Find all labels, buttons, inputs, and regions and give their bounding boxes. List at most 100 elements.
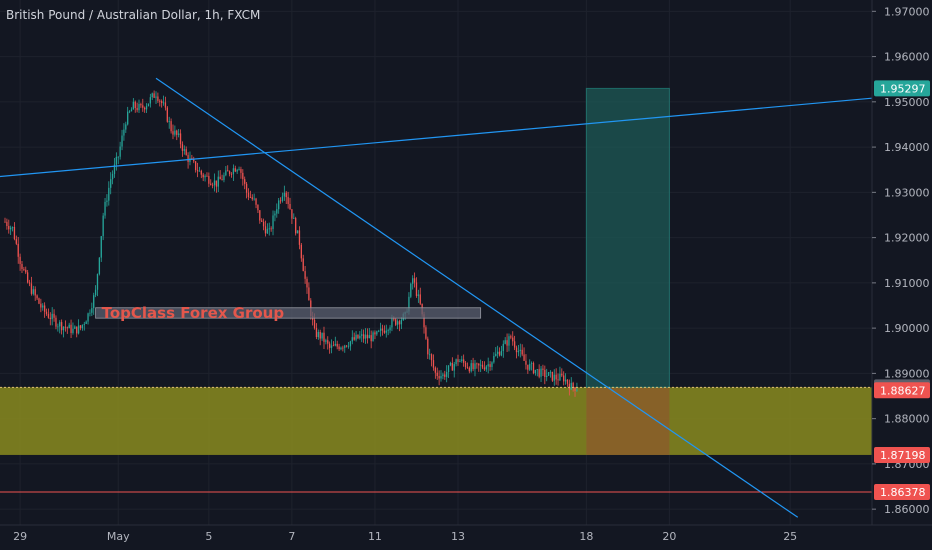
candle-body [330, 345, 333, 348]
candle-body [215, 180, 218, 187]
ascending-trendline [0, 92, 932, 178]
candle-body [227, 170, 229, 172]
candle-body [515, 347, 518, 353]
candle-body [245, 183, 248, 193]
candle-body [128, 111, 131, 113]
candle-body [306, 278, 308, 288]
candle-body [413, 278, 416, 283]
candle-body [362, 334, 365, 339]
candle-body [270, 228, 272, 230]
candle-body [106, 200, 108, 202]
candle-body [472, 363, 474, 370]
candle-body [381, 328, 384, 331]
candle-body [364, 334, 367, 339]
candle-body [217, 176, 219, 187]
candle-body [500, 350, 503, 356]
candle-body [4, 221, 6, 223]
candle-body [185, 149, 187, 156]
x-tick-label: 18 [579, 530, 593, 543]
y-tick-label: 1.88000 [884, 413, 930, 426]
candle-body [142, 105, 144, 108]
candle-body [127, 111, 129, 125]
candle-body [57, 326, 59, 328]
candle-body [325, 340, 327, 342]
candle-body [79, 325, 82, 329]
candle-body [151, 93, 153, 98]
candle-body [278, 200, 280, 210]
stop-price-label-text: 1.87198 [880, 449, 926, 462]
candle-body [315, 327, 318, 338]
candle-body [219, 176, 221, 180]
x-tick-label: 13 [451, 530, 465, 543]
candle-body [162, 102, 165, 104]
candle-body [240, 169, 242, 173]
candle-body [436, 372, 438, 377]
candle-body [334, 343, 336, 346]
candle-body [512, 337, 514, 342]
candle-body [540, 368, 542, 377]
candle-body [491, 362, 493, 367]
candle-body [295, 218, 297, 234]
candle-body [228, 171, 231, 174]
candle-body [429, 354, 431, 356]
candle-body [353, 337, 355, 340]
candle-body [25, 269, 27, 273]
candle-body [94, 289, 97, 296]
candle-body [261, 220, 263, 222]
target-zone-outline [585, 87, 670, 388]
candle-body [389, 327, 391, 331]
candle-body [496, 351, 499, 354]
candle-body [53, 313, 55, 318]
candle-body [98, 257, 101, 275]
candle-body [83, 324, 85, 325]
candle-body [564, 379, 567, 382]
candle-body [412, 278, 414, 284]
candle-body [281, 196, 284, 201]
candle-body [410, 283, 412, 297]
candle-body [287, 197, 289, 204]
candle-body [372, 332, 374, 342]
candle-body [529, 363, 531, 370]
candle-body [208, 176, 210, 184]
candle-body [561, 373, 563, 376]
candle-body [274, 213, 276, 216]
candle-body [459, 361, 461, 362]
candle-body [64, 326, 67, 328]
candle-body [291, 209, 293, 219]
candle-body [538, 369, 540, 377]
candle-body [211, 184, 214, 186]
candle-body [576, 389, 578, 391]
candle-body [487, 364, 489, 367]
candle-body [510, 336, 512, 338]
candle-body [444, 374, 446, 377]
candle-body [70, 324, 72, 333]
candle-body [302, 258, 304, 272]
candle-body [398, 321, 401, 325]
candle-body [249, 197, 252, 198]
candle-body [130, 109, 133, 112]
candle-body [300, 244, 302, 259]
candle-body [379, 328, 382, 331]
y-tick-label: 1.90000 [884, 322, 930, 335]
target-price-label-text: 1.95297 [880, 82, 926, 95]
candle-body [544, 369, 546, 377]
candle-body [42, 305, 44, 308]
candle-body [23, 268, 25, 270]
candle-body [417, 294, 420, 296]
candle-body [481, 364, 484, 368]
candle-body [451, 363, 453, 371]
candle-body [159, 100, 161, 102]
candle-body [361, 334, 363, 336]
candle-body [111, 173, 114, 180]
candle-body [513, 341, 516, 348]
candle-body [113, 164, 116, 174]
candle-body [47, 313, 50, 318]
candle-body [345, 345, 348, 347]
candle-body [349, 341, 352, 347]
candle-body [204, 175, 206, 178]
y-tick-label: 1.95000 [884, 96, 930, 109]
candle-body [251, 197, 253, 200]
candle-body [194, 161, 197, 171]
